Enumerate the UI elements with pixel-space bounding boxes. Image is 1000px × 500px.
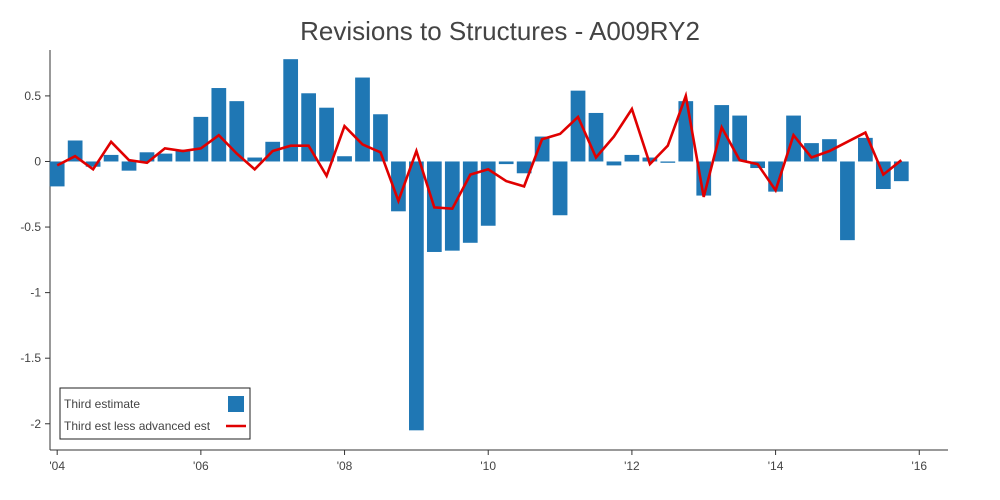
bar: [534, 136, 550, 162]
legend-label-bar: Third estimate: [64, 397, 140, 411]
y-tick-label: -1.5: [20, 351, 41, 365]
bar: [498, 161, 514, 165]
bar: [714, 105, 730, 162]
y-tick-label: -2: [30, 417, 41, 431]
x-tick-label: '08: [337, 459, 353, 473]
bar: [193, 116, 209, 162]
x-tick-label: '16: [911, 459, 927, 473]
bar: [247, 157, 263, 162]
legend-box: [59, 387, 251, 440]
legend-swatch-bar: [228, 396, 244, 412]
bar: [660, 161, 676, 163]
bar: [391, 161, 406, 212]
bar: [229, 101, 245, 162]
x-tick-label: '14: [768, 459, 784, 473]
bar: [175, 149, 191, 162]
bar: [337, 156, 352, 162]
bar: [516, 161, 532, 174]
x-tick-label: '06: [193, 459, 209, 473]
bar: [893, 161, 909, 182]
bar: [642, 157, 658, 162]
chart-title: Revisions to Structures - A009RY2: [300, 16, 700, 46]
series-line: [56, 90, 903, 211]
y-tick-label: -0.5: [20, 220, 41, 234]
bar: [552, 161, 568, 216]
bar: [157, 153, 173, 162]
bar: [283, 59, 299, 162]
bar: [301, 93, 316, 162]
bar: [319, 107, 334, 162]
bar: [606, 161, 622, 166]
bar: [139, 152, 155, 162]
bar: [732, 115, 748, 162]
bar: [840, 161, 855, 241]
bar: [211, 88, 227, 162]
bar: [570, 90, 586, 162]
bar: [624, 154, 640, 162]
bar: [588, 112, 604, 162]
y-tick-label: -1: [30, 286, 41, 300]
bar: [409, 161, 424, 431]
bar: [85, 161, 101, 167]
legend-label-line: Third est less advanced est: [64, 419, 211, 433]
bar: [103, 154, 119, 162]
y-tick-label: 0.5: [24, 89, 41, 103]
bar: [121, 161, 137, 171]
bar: [67, 140, 83, 162]
bar: [49, 161, 65, 187]
x-tick-label: '12: [624, 459, 640, 473]
y-tick-label: 0: [34, 154, 41, 168]
bar: [355, 77, 370, 162]
bar: [480, 161, 496, 226]
x-tick-label: '04: [49, 459, 65, 473]
x-tick-label: '10: [480, 459, 496, 473]
